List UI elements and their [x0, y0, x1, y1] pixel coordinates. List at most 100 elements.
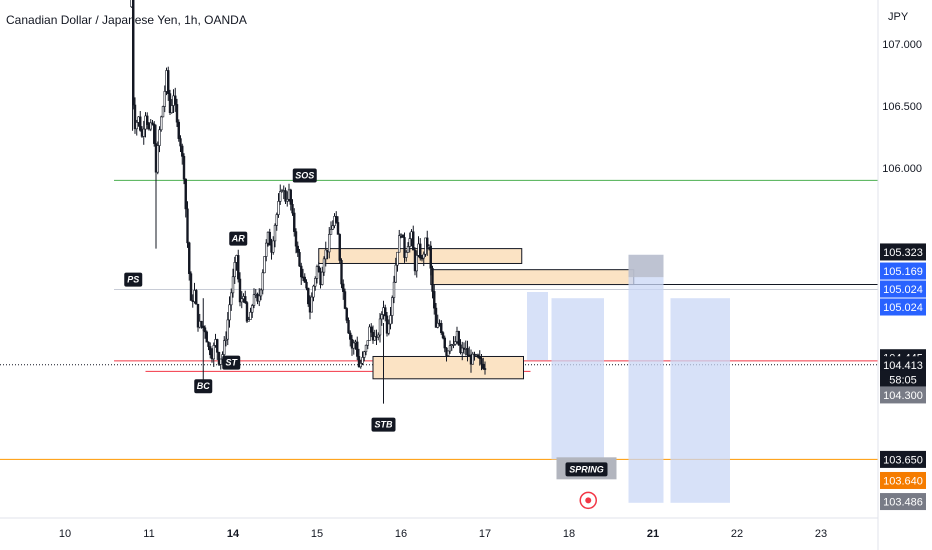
- currency-label: JPY: [888, 11, 909, 23]
- candle-body: [335, 216, 338, 223]
- candle-body: [380, 314, 383, 320]
- candle-body: [175, 104, 179, 123]
- candle-body: [273, 225, 277, 242]
- projection-overlay: [628, 254, 664, 278]
- candle-body: [368, 326, 371, 341]
- candle-body: [403, 237, 406, 258]
- wyckoff-label-ar: AR: [231, 234, 245, 244]
- candle-body: [466, 348, 469, 356]
- candle-body: [347, 320, 350, 334]
- candle-body: [284, 190, 287, 202]
- candle-body: [387, 323, 390, 334]
- price-tag-103650: 103.650: [883, 454, 923, 466]
- candle-body: [366, 340, 369, 346]
- candle-body: [181, 145, 184, 157]
- candle-body: [328, 234, 331, 253]
- candle-body: [405, 252, 408, 258]
- price-tag-103486-bg: [880, 493, 926, 511]
- candle-body: [259, 289, 263, 297]
- candle-body: [161, 106, 165, 118]
- x-tick-label: 18: [563, 528, 575, 540]
- candle-body: [286, 198, 289, 202]
- projection-box: [670, 298, 730, 503]
- candle-body: [406, 246, 410, 253]
- candle-body: [349, 332, 352, 340]
- candle-body: [478, 356, 481, 359]
- candle-body: [431, 267, 434, 292]
- wyckoff-label-box: [371, 417, 396, 432]
- price-tag-104300-bg: [880, 386, 926, 404]
- candle-body: [163, 91, 166, 107]
- candle-body: [189, 273, 193, 301]
- candle-body: [265, 242, 268, 257]
- candle-body: [156, 145, 159, 173]
- candle-body: [415, 255, 418, 272]
- candle-body: [436, 322, 439, 328]
- price-tag-countdown-bg: [880, 370, 926, 388]
- candle-body: [321, 271, 324, 285]
- candle-body: [322, 258, 326, 273]
- candle-body: [293, 212, 296, 232]
- candle-body: [461, 347, 464, 353]
- candle-body: [240, 298, 243, 303]
- candle-body: [168, 93, 172, 113]
- candle-body: [391, 297, 394, 316]
- candle-body: [307, 287, 310, 305]
- wyckoff-label-bc: BC: [197, 381, 210, 391]
- price-tag-105323-bg: [880, 243, 926, 261]
- candle-body: [361, 357, 364, 364]
- wyckoff-label-st: ST: [225, 358, 238, 368]
- candle-body: [343, 291, 347, 309]
- candle-body: [153, 123, 156, 144]
- candle-body: [296, 245, 299, 253]
- candle-body: [217, 351, 221, 365]
- candle-body: [345, 308, 348, 321]
- candle-body: [184, 178, 187, 210]
- projection-boxes: [527, 254, 730, 503]
- candle-body: [480, 358, 483, 365]
- candle-body: [249, 311, 252, 320]
- candle-body: [396, 251, 399, 266]
- candle-body: [200, 320, 203, 327]
- candle-body: [167, 70, 170, 94]
- candle-body: [364, 344, 368, 353]
- candle-body: [158, 129, 161, 146]
- demand-zone[interactable]: [372, 355, 524, 380]
- price-tag-103486: 103.486: [883, 497, 923, 509]
- candle-body: [300, 265, 303, 278]
- x-tick-label: 16: [395, 528, 407, 540]
- price-tag-countdown: 58:05: [889, 374, 917, 386]
- y-tick-label: 107.000: [882, 39, 922, 51]
- candle-body: [219, 358, 222, 365]
- candle-body: [149, 122, 152, 130]
- candle-body: [440, 323, 443, 333]
- x-tick-label: 21: [647, 528, 659, 540]
- price-tag-105024a-bg: [880, 280, 926, 298]
- candle-body: [429, 245, 432, 269]
- candle-body: [434, 307, 438, 328]
- candle-body: [209, 346, 212, 356]
- candle-body: [338, 234, 341, 261]
- candle-body: [356, 341, 359, 357]
- candle-body: [419, 243, 422, 259]
- candle-body: [447, 350, 450, 356]
- candle-body: [251, 305, 254, 313]
- candle-body: [398, 235, 401, 253]
- candle-body: [373, 336, 376, 341]
- candle-body: [392, 281, 396, 298]
- candle-body: [151, 122, 154, 125]
- candle-body: [160, 116, 163, 131]
- candle-body: [433, 291, 436, 309]
- candle-body: [394, 264, 397, 283]
- candle-body: [426, 237, 429, 248]
- candle-body: [441, 332, 445, 339]
- target-dot-icon: [585, 497, 592, 504]
- candle-body: [230, 292, 233, 306]
- price-tag-105024b-bg: [880, 298, 926, 316]
- candle-body: [279, 191, 282, 202]
- supply-zone-2[interactable]: [430, 269, 635, 286]
- candle-body: [340, 260, 343, 285]
- price-tag-105169-bg: [880, 262, 926, 280]
